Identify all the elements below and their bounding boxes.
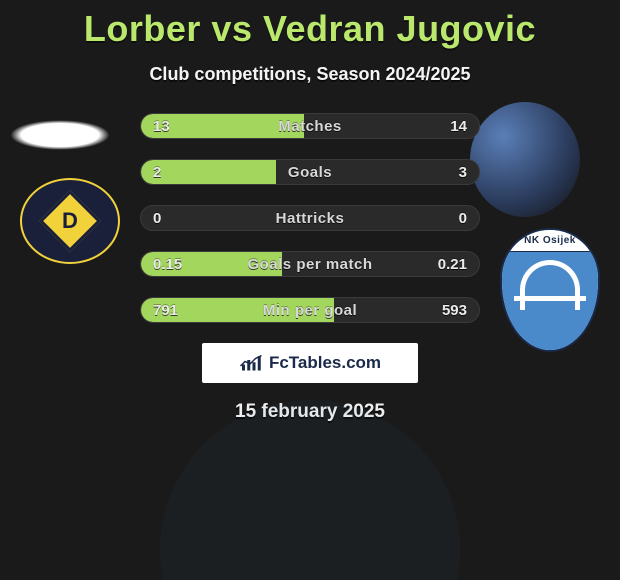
stat-bars: 13Matches14 2Goals3 0Hattricks0 0.15Goals p… xyxy=(140,113,480,323)
player2-avatar xyxy=(470,102,580,217)
stat-row: 0Hattricks0 xyxy=(140,205,480,231)
stat-label: Goals xyxy=(141,160,479,184)
stat-row: 13Matches14 xyxy=(140,113,480,139)
stat-value-p2: 593 xyxy=(442,298,467,322)
player1-club-crest: D xyxy=(20,178,120,264)
brand-box: FcTables.com xyxy=(202,343,418,383)
subtitle: Club competitions, Season 2024/2025 xyxy=(0,64,620,85)
stat-row: 791Min per goal593 xyxy=(140,297,480,323)
chart-icon xyxy=(239,353,263,373)
date: 15 february 2025 xyxy=(0,401,620,423)
stat-label: Matches xyxy=(141,114,479,138)
stat-label: Min per goal xyxy=(141,298,479,322)
watermark xyxy=(160,400,460,580)
stat-value-p2: 3 xyxy=(459,160,467,184)
player2-club-name: NK Osijek xyxy=(502,230,598,252)
player1-club-initial: D xyxy=(39,190,101,252)
brand-text: FcTables.com xyxy=(269,353,381,373)
stat-label: Hattricks xyxy=(141,206,479,230)
page-title: Lorber vs Vedran Jugovic xyxy=(0,0,620,50)
stat-value-p2: 14 xyxy=(450,114,467,138)
player2-club-crest-body xyxy=(502,252,598,350)
stat-row: 0.15Goals per match0.21 xyxy=(140,251,480,277)
stat-value-p2: 0.21 xyxy=(438,252,467,276)
player2-club-crest: NK Osijek xyxy=(500,228,600,352)
stat-value-p2: 0 xyxy=(459,206,467,230)
stat-label: Goals per match xyxy=(141,252,479,276)
stat-row: 2Goals3 xyxy=(140,159,480,185)
player1-avatar xyxy=(10,120,110,150)
